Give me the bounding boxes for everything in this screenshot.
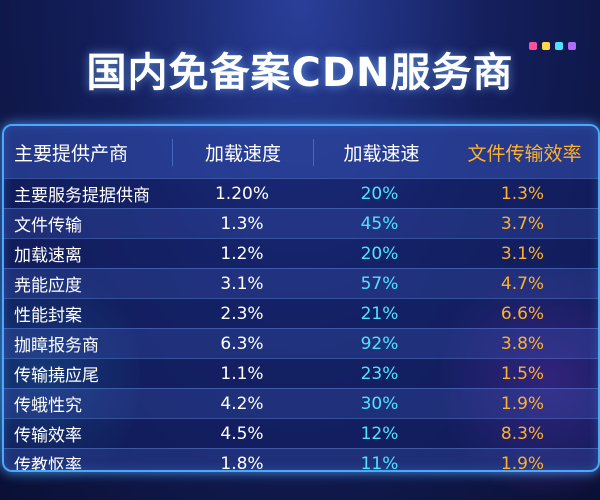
header-cell: 加载速度 [172, 138, 313, 166]
table-cell: 1.20% [214, 183, 269, 204]
decor-dots [529, 42, 576, 50]
table-cell: 性能封案 [14, 306, 82, 326]
title: 国内免备案CDN服务商 [86, 50, 514, 96]
table-cell: 23% [360, 363, 399, 384]
header-cell: 主要提供产商 [14, 142, 129, 165]
table-cell: 1.2% [220, 243, 264, 264]
table-cell: 传教怄率 [14, 456, 82, 472]
table-row: 拁瞕报务商 6.3% 92% 3.8% [4, 328, 598, 358]
table-cell: 2.3% [220, 303, 264, 324]
table-cell: 3.7% [500, 213, 545, 234]
header-cell: 文件传输效率 [467, 142, 582, 165]
table-cell: 3.1% [500, 243, 545, 264]
table-row: 主要服务提据供商 1.20% 20% 1.3% [4, 178, 598, 208]
table-cell: 21% [360, 303, 399, 324]
table-cell: 传输效率 [14, 426, 82, 446]
table-row: 传蛾性究 4.2% 30% 1.9% [4, 388, 598, 418]
table-cell: 1.8% [220, 453, 264, 472]
table-cell: 4.2% [220, 393, 264, 414]
table-row: 性能封案 2.3% 21% 6.6% [4, 298, 598, 328]
table-cell: 拁瞕报务商 [14, 336, 99, 356]
table-cell: 6.3% [220, 333, 264, 354]
table-cell: 57% [360, 273, 399, 294]
table-cell: 30% [360, 393, 399, 414]
table-cell: 92% [360, 333, 399, 354]
table-row: 传教怄率 1.8% 11% 1.9% [4, 448, 598, 472]
table-cell: 尭能应度 [14, 276, 82, 296]
table-cell: 12% [360, 423, 399, 444]
table-cell: 1.3% [220, 213, 264, 234]
table-cell: 主要服务提据供商 [14, 186, 150, 206]
header-row: 主要提供产商 加载速度 加载速速 文件传输效率 [4, 126, 598, 178]
table-cell: 11% [360, 453, 399, 472]
table-row: 文件传输 1.3% 45% 3.7% [4, 208, 598, 238]
table-cell: 8.3% [500, 423, 545, 444]
table-cell: 20% [360, 183, 399, 204]
table-cell: 加载速离 [14, 246, 82, 266]
table-cell: 45% [360, 213, 399, 234]
table-cell: 1.9% [500, 453, 545, 472]
table-cell: 4.5% [220, 423, 264, 444]
table-cell: 1.3% [500, 183, 545, 204]
table-cell: 1.5% [500, 363, 545, 384]
table: 主要提供产商 加载速度 加载速速 文件传输效率主要服务提据供商 1.20% 20% 1.3%… [2, 124, 600, 472]
table-cell: 传输撓应尾 [14, 366, 99, 386]
table-cell: 1.1% [220, 363, 264, 384]
table-cell: 3.8% [500, 333, 545, 354]
table-cell: 3.1% [220, 273, 264, 294]
table-row: 尭能应度 3.1% 57% 4.7% [4, 268, 598, 298]
table-cell: 20% [360, 243, 399, 264]
table-cell: 4.7% [500, 273, 545, 294]
table-row: 加载速离 1.2% 20% 3.1% [4, 238, 598, 268]
header-cell: 加载速速 [313, 138, 449, 166]
table-cell: 6.6% [500, 303, 545, 324]
table-row: 传输效率 4.5% 12% 8.3% [4, 418, 598, 448]
table-cell: 传蛾性究 [14, 396, 82, 416]
table-row: 传输撓应尾 1.1% 23% 1.5% [4, 358, 598, 388]
table-cell: 1.9% [500, 393, 545, 414]
table-cell: 文件传输 [14, 216, 82, 236]
